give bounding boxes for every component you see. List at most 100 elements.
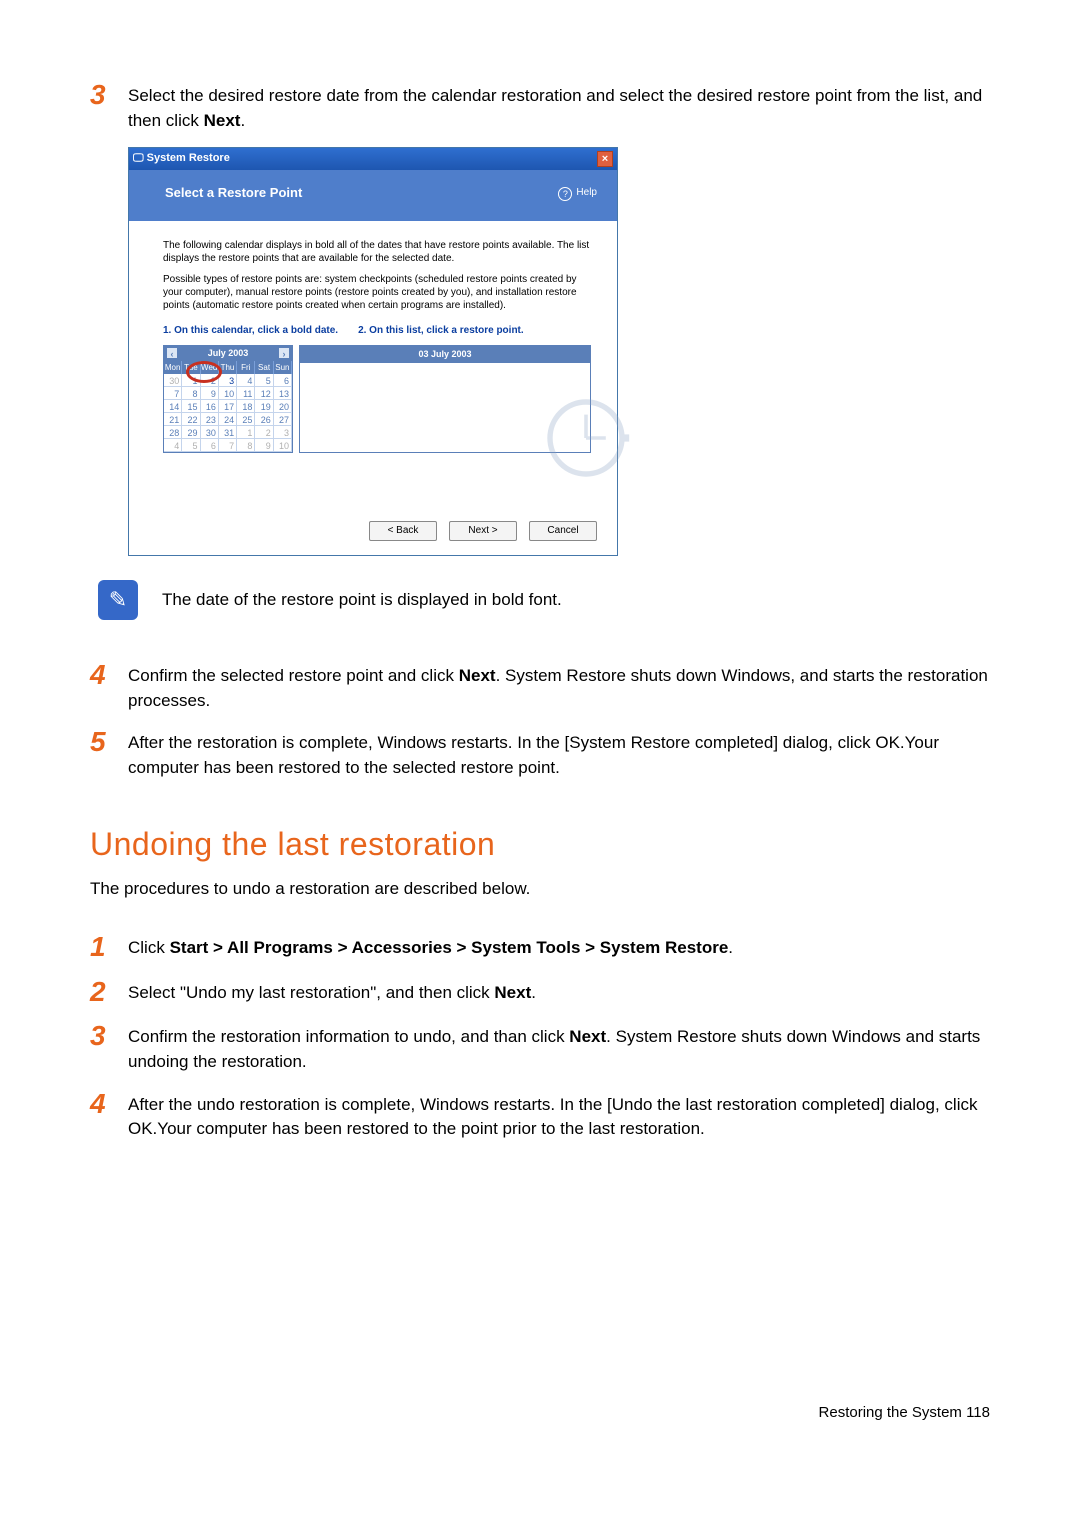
calendar-day-header: Sun [274, 361, 292, 375]
calendar-day-cell[interactable]: 5 [182, 439, 200, 452]
calendar-day-cell[interactable]: 1 [237, 426, 255, 439]
calendar-day-cell[interactable]: 6 [274, 374, 292, 387]
text: . [531, 983, 536, 1002]
instruction-2: 2. On this list, click a restore point. [358, 324, 524, 339]
instruction-row: 1. On this calendar, click a bold date. … [163, 320, 591, 339]
calendar-day-cell[interactable]: 4 [164, 439, 182, 452]
step-number: 4 [90, 1089, 128, 1142]
step-text: Confirm the selected restore point and c… [128, 660, 990, 713]
banner-title: Select a Restore Point [165, 184, 302, 203]
calendar-day-cell[interactable]: 9 [201, 387, 219, 400]
calendar-day-cell[interactable]: 22 [182, 413, 200, 426]
section-heading: Undoing the last restoration [90, 821, 990, 867]
calendar-grid: MonTueWedThuFriSatSun3012345678910111213… [164, 361, 292, 453]
calendar-day-cell[interactable]: 2 [255, 426, 273, 439]
calendar-day-cell[interactable]: 6 [201, 439, 219, 452]
calendar-day-cell[interactable]: 2 [201, 374, 219, 387]
note-text: The date of the restore point is display… [162, 580, 990, 613]
calendar-day-cell[interactable]: 31 [219, 426, 237, 439]
step-number: 2 [90, 977, 128, 1008]
calendar-day-cell[interactable]: 12 [255, 387, 273, 400]
calendar-day-cell[interactable]: 24 [219, 413, 237, 426]
step-text: Select "Undo my last restoration", and t… [128, 977, 990, 1008]
undo-step-4: 4 After the undo restoration is complete… [90, 1089, 990, 1142]
text-bold: Next [459, 666, 496, 685]
cancel-button[interactable]: Cancel [529, 521, 597, 541]
step-3: 3 Select the desired restore date from t… [90, 80, 990, 133]
step-4: 4 Confirm the selected restore point and… [90, 660, 990, 713]
text: Select the desired restore date from the… [128, 86, 982, 130]
calendar-day-cell[interactable]: 4 [237, 374, 255, 387]
watch-graphic [541, 393, 631, 483]
calendar-day-cell[interactable]: 13 [274, 387, 292, 400]
calendar-day-cell[interactable]: 3 [274, 426, 292, 439]
calendar-day-cell[interactable]: 23 [201, 413, 219, 426]
text: Click [128, 938, 170, 957]
intro-text: The procedures to undo a restoration are… [90, 877, 990, 902]
text: Select "Undo my last restoration", and t… [128, 983, 494, 1002]
calendar-day-cell[interactable]: 16 [201, 400, 219, 413]
titlebar: 🖵 System Restore × [129, 148, 617, 170]
calendar-day-cell[interactable]: 28 [164, 426, 182, 439]
calendar-day-cell[interactable]: 18 [237, 400, 255, 413]
instruction-1: 1. On this calendar, click a bold date. [163, 324, 338, 339]
window-title: System Restore [147, 151, 230, 167]
calendar-day-cell[interactable]: 8 [237, 439, 255, 452]
text-bold: Next [204, 111, 241, 130]
calendar-day-cell[interactable]: 10 [219, 387, 237, 400]
text: . [728, 938, 733, 957]
calendar-day-cell[interactable]: 9 [255, 439, 273, 452]
calendar-day-cell[interactable]: 30 [164, 374, 182, 387]
step-number: 3 [90, 1021, 128, 1074]
next-button[interactable]: Next > [449, 521, 517, 541]
step-number: 1 [90, 932, 128, 963]
window-icon: 🖵 [133, 151, 144, 167]
calendar-day-cell[interactable]: 7 [219, 439, 237, 452]
calendar-month: July 2003 [208, 347, 249, 360]
calendar-day-cell[interactable]: 27 [274, 413, 292, 426]
window-body: The following calendar displays in bold … [129, 221, 617, 511]
calendar-day-cell[interactable]: 11 [237, 387, 255, 400]
text-bold: Start > All Programs > Accessories > Sys… [170, 938, 729, 957]
calendar-day-header: Mon [164, 361, 182, 375]
undo-step-2: 2 Select "Undo my last restoration", and… [90, 977, 990, 1008]
calendar-day-cell[interactable]: 21 [164, 413, 182, 426]
calendar-day-cell[interactable]: 26 [255, 413, 273, 426]
calendar-day-header: Fri [237, 361, 255, 375]
text: Confirm the selected restore point and c… [128, 666, 459, 685]
calendar-day-cell[interactable]: 8 [182, 387, 200, 400]
calendar-day-cell[interactable]: 1 [182, 374, 200, 387]
description-1: The following calendar displays in bold … [163, 239, 591, 265]
note-icon: ✎ [98, 580, 138, 620]
calendar[interactable]: ‹ July 2003 › MonTueWedThuFriSatSun30123… [163, 345, 293, 454]
next-month-icon[interactable]: › [278, 347, 290, 359]
help-label: Help [576, 186, 597, 201]
step-text: Select the desired restore date from the… [128, 80, 990, 133]
step-text: Click Start > All Programs > Accessories… [128, 932, 990, 963]
prev-month-icon[interactable]: ‹ [166, 347, 178, 359]
calendar-day-cell[interactable]: 14 [164, 400, 182, 413]
calendar-day-header: Tue [182, 361, 200, 375]
calendar-day-cell[interactable]: 29 [182, 426, 200, 439]
calendar-day-cell[interactable]: 15 [182, 400, 200, 413]
back-button[interactable]: < Back [369, 521, 437, 541]
undo-step-3: 3 Confirm the restoration information to… [90, 1021, 990, 1074]
step-text: After the restoration is complete, Windo… [128, 727, 990, 780]
text-bold: Next [569, 1027, 606, 1046]
calendar-header: ‹ July 2003 › [164, 346, 292, 361]
calendar-day-cell[interactable]: 3 [219, 374, 237, 387]
help-icon: ? [558, 187, 572, 201]
description-2: Possible types of restore points are: sy… [163, 273, 591, 312]
calendar-day-cell[interactable]: 19 [255, 400, 273, 413]
calendar-day-cell[interactable]: 7 [164, 387, 182, 400]
calendar-day-cell[interactable]: 17 [219, 400, 237, 413]
page-footer: Restoring the System 118 [90, 1402, 990, 1424]
calendar-day-cell[interactable]: 5 [255, 374, 273, 387]
calendar-day-cell[interactable]: 10 [274, 439, 292, 452]
step-text: Confirm the restoration information to u… [128, 1021, 990, 1074]
close-icon[interactable]: × [597, 151, 613, 167]
calendar-day-cell[interactable]: 30 [201, 426, 219, 439]
help-link[interactable]: ? Help [558, 186, 597, 201]
calendar-day-cell[interactable]: 25 [237, 413, 255, 426]
calendar-day-cell[interactable]: 20 [274, 400, 292, 413]
